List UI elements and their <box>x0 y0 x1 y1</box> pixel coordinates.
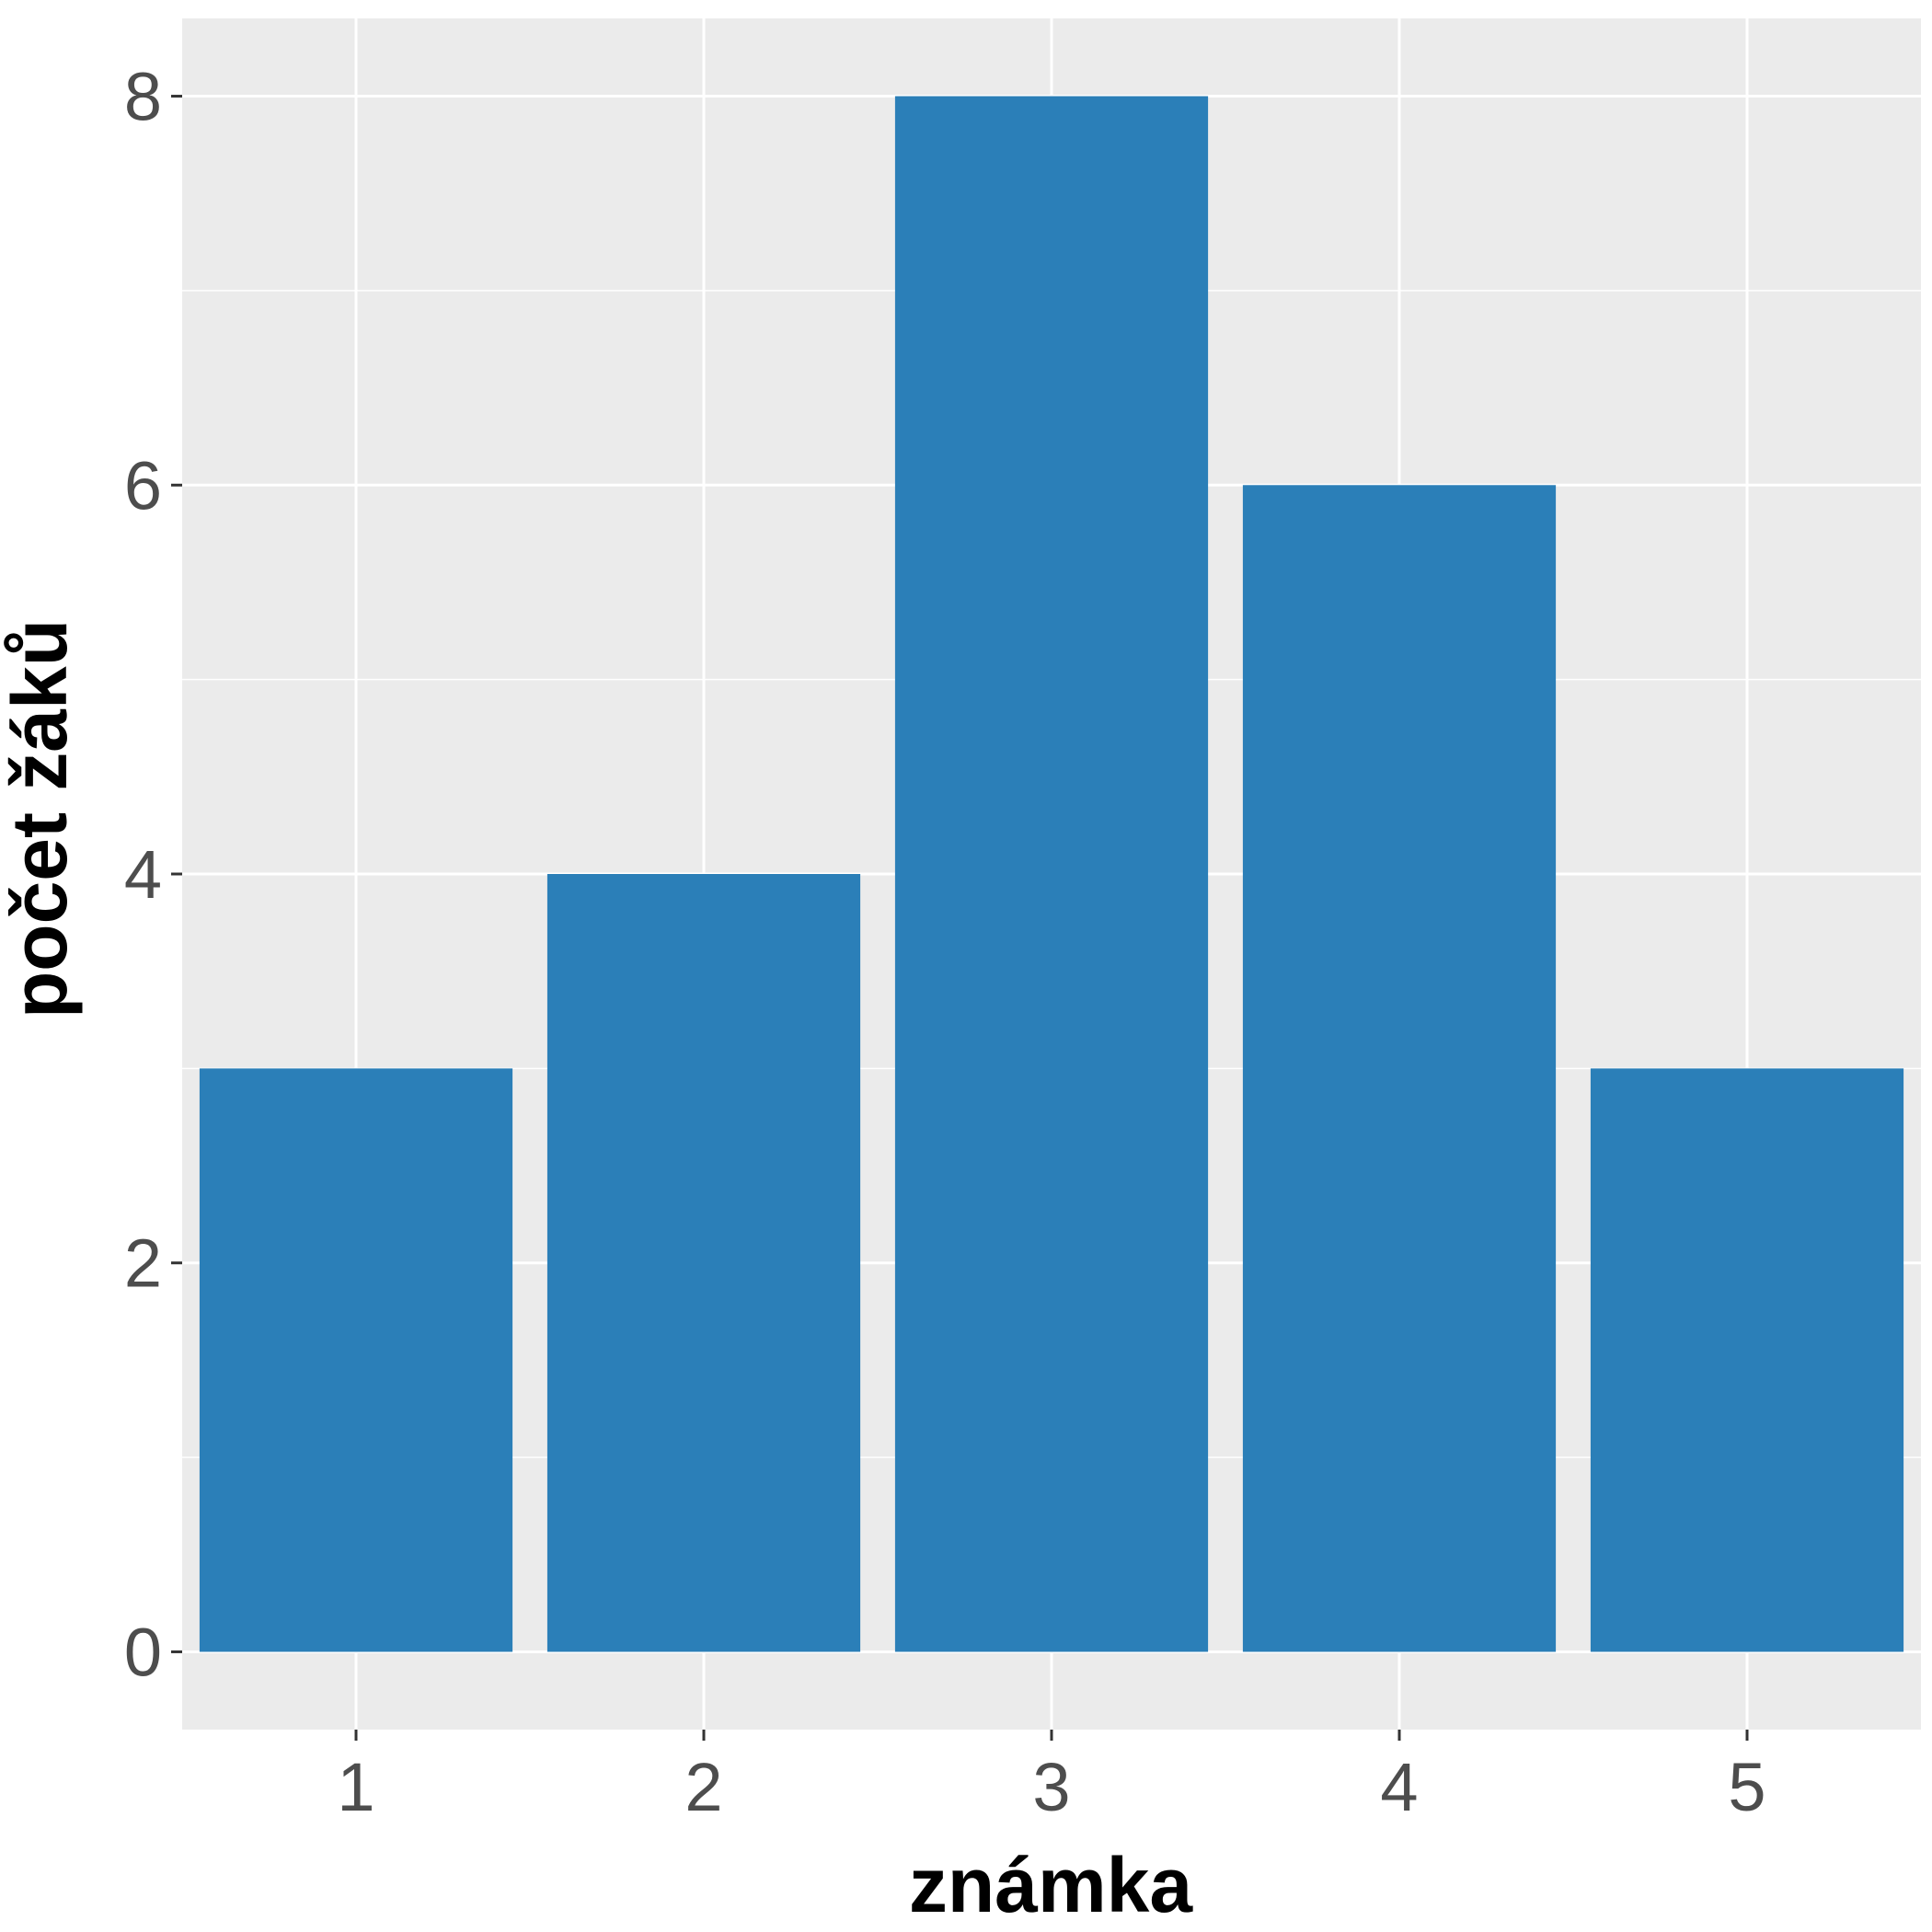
y-tick-label: 8 <box>124 59 162 135</box>
bar-5 <box>1590 1068 1904 1652</box>
y-axis-ticks: 0 2 4 6 8 <box>124 59 182 1690</box>
y-tick-label: 2 <box>124 1225 162 1302</box>
y-axis-title: počet žáků <box>0 619 83 1018</box>
x-tick-label: 4 <box>1380 1749 1418 1825</box>
x-tick-label: 5 <box>1728 1749 1765 1825</box>
x-tick-label: 3 <box>1032 1749 1070 1825</box>
x-axis-ticks: 1 2 3 4 5 <box>337 1730 1766 1825</box>
bar-4 <box>1242 485 1557 1652</box>
y-tick-label: 4 <box>124 836 162 913</box>
x-tick-label: 2 <box>684 1749 722 1825</box>
x-axis-title: známka <box>909 1842 1193 1928</box>
y-tick-label: 6 <box>124 447 162 523</box>
bars <box>199 96 1904 1652</box>
y-tick-label: 0 <box>124 1614 162 1690</box>
x-tick-label: 1 <box>337 1749 374 1825</box>
bar-3 <box>894 96 1209 1652</box>
bar-1 <box>199 1068 513 1652</box>
bar-2 <box>546 874 861 1652</box>
